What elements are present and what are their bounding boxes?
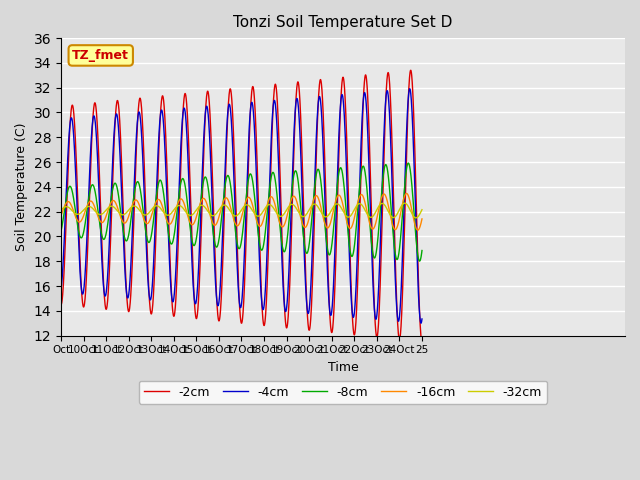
-2cm (408, 71, 415, 76)
-4cm (417, 320, 425, 326)
-8cm (408, 178, 415, 184)
-8cm (408, 180, 415, 186)
-32cm (408, 210, 415, 216)
-4cm (57, 286, 65, 292)
-16cm (418, 216, 426, 222)
Line: -4cm: -4cm (61, 89, 422, 323)
Line: -2cm: -2cm (61, 70, 422, 342)
-32cm (418, 207, 426, 213)
-8cm (223, 174, 231, 180)
-16cm (233, 223, 241, 228)
Line: -16cm: -16cm (61, 193, 422, 230)
-32cm (233, 213, 241, 218)
-2cm (76, 243, 83, 249)
-32cm (341, 212, 349, 218)
-2cm (233, 225, 241, 230)
-4cm (408, 100, 415, 106)
-32cm (57, 207, 65, 213)
-2cm (341, 98, 349, 104)
X-axis label: Time: Time (328, 361, 358, 374)
-16cm (408, 205, 415, 211)
Line: -32cm: -32cm (61, 203, 422, 218)
-32cm (223, 204, 231, 209)
-2cm (407, 67, 415, 73)
-8cm (233, 237, 241, 242)
-16cm (414, 228, 422, 233)
-32cm (401, 200, 408, 206)
-4cm (408, 103, 415, 108)
Line: -8cm: -8cm (61, 163, 422, 261)
-4cm (406, 86, 413, 92)
-8cm (404, 160, 412, 166)
-16cm (403, 191, 410, 196)
Text: TZ_fmet: TZ_fmet (72, 49, 129, 62)
-16cm (76, 219, 83, 225)
-2cm (418, 339, 426, 345)
-2cm (223, 131, 231, 137)
-8cm (418, 248, 426, 253)
-32cm (412, 215, 420, 221)
-8cm (341, 196, 349, 202)
-32cm (408, 210, 415, 216)
-16cm (223, 195, 231, 201)
-32cm (76, 211, 83, 216)
-4cm (223, 121, 231, 127)
-4cm (341, 132, 349, 138)
-16cm (341, 213, 349, 218)
-4cm (233, 248, 241, 253)
-8cm (57, 228, 65, 234)
-8cm (76, 232, 83, 238)
-8cm (416, 258, 424, 264)
-2cm (408, 72, 415, 78)
-16cm (57, 213, 65, 218)
-16cm (408, 206, 415, 212)
Legend: -2cm, -4cm, -8cm, -16cm, -32cm: -2cm, -4cm, -8cm, -16cm, -32cm (139, 381, 547, 404)
-4cm (76, 259, 83, 264)
Title: Tonzi Soil Temperature Set D: Tonzi Soil Temperature Set D (234, 15, 452, 30)
-2cm (57, 302, 65, 308)
Y-axis label: Soil Temperature (C): Soil Temperature (C) (15, 122, 28, 251)
-4cm (418, 316, 426, 322)
